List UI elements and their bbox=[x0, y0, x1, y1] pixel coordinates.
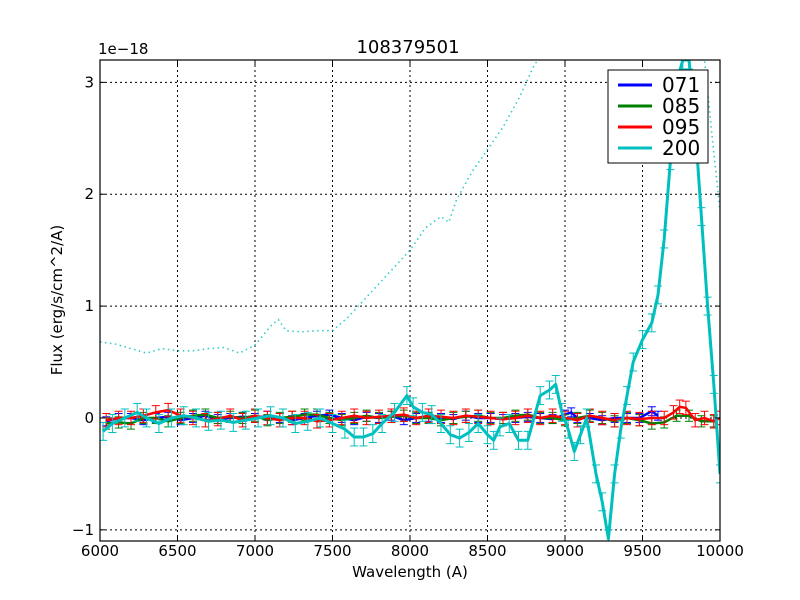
legend-label-085: 085 bbox=[662, 94, 700, 118]
legend-label-095: 095 bbox=[662, 115, 700, 139]
y-tick-label: 0 bbox=[84, 409, 94, 427]
y-axis-label: Flux (erg/s/cm^2/A) bbox=[48, 225, 66, 376]
y-tick-label: 3 bbox=[84, 73, 94, 91]
y-tick-label: 1 bbox=[84, 297, 94, 315]
x-tick-label: 9500 bbox=[623, 542, 661, 560]
series-200 bbox=[100, 60, 720, 541]
x-tick-label: 6000 bbox=[81, 542, 119, 560]
x-tick-label: 7000 bbox=[236, 542, 274, 560]
y-tick-label: −1 bbox=[72, 521, 94, 539]
y-offset-label: 1e−18 bbox=[98, 40, 148, 58]
y-tick-label: 2 bbox=[84, 185, 94, 203]
x-tick-label: 7500 bbox=[313, 542, 351, 560]
x-tick-label: 8000 bbox=[391, 542, 429, 560]
legend-label-200: 200 bbox=[662, 136, 700, 160]
x-axis-label: Wavelength (A) bbox=[352, 563, 468, 581]
x-tick-label: 6500 bbox=[158, 542, 196, 560]
x-tick-label: 8500 bbox=[468, 542, 506, 560]
plot-series bbox=[100, 60, 720, 541]
series-200-template-dotted- bbox=[100, 60, 720, 354]
legend-label-071: 071 bbox=[662, 73, 700, 97]
x-axis-ticks: 6000 6500 7000 7500 8000 8500 9000 9500 10000 bbox=[81, 60, 744, 560]
y-axis-ticks: −1 0 1 2 3 bbox=[72, 73, 720, 539]
x-tick-label: 9000 bbox=[546, 542, 584, 560]
x-tick-label: 10000 bbox=[696, 542, 744, 560]
chart-title: 108379501 bbox=[356, 37, 459, 58]
